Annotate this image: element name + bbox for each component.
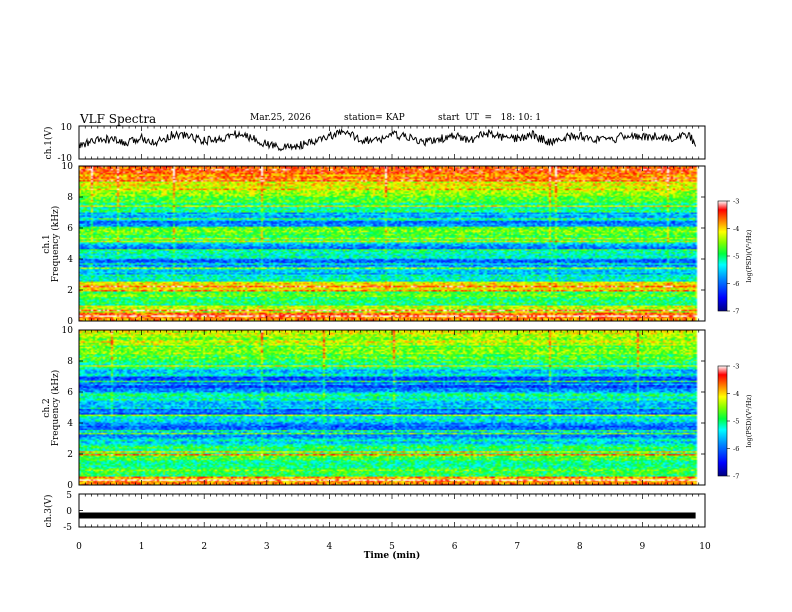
ch1-ytick-bottom: -10: [58, 154, 73, 164]
ch1-colorbar-label: log(PSD)(V²/Hz): [745, 229, 753, 282]
start-time-label: start UT = 18: 10: 1: [438, 113, 542, 123]
ch3-ytick-bottom: -5: [63, 523, 72, 533]
ch3-ytick-mid: 0: [66, 507, 72, 517]
freq-tick-label: 6: [67, 224, 73, 234]
freq-tick-label: 6: [67, 388, 73, 398]
ch3-ytick-top: 5: [66, 491, 72, 501]
ch3-ylabel: ch.3(V): [43, 495, 54, 528]
time-axis-tick-labels: 0 1 2 3 4 5 6 7 8 9 10: [76, 542, 711, 552]
time-tick-label: 3: [264, 542, 270, 552]
freq-tick-label: 8: [67, 193, 73, 203]
ch2-spectrogram-ylabel-channel: ch.2: [42, 398, 52, 417]
freq-tick-label: 0: [67, 317, 73, 327]
ch1-spectrogram-ylabel-channel: ch.1: [42, 234, 52, 253]
ch1-trace: [78, 125, 697, 160]
time-tick-label: 9: [640, 542, 646, 552]
colorbar-tick-label: -4: [733, 390, 739, 398]
colorbar-tick-label: -6: [733, 280, 739, 288]
date-label: Mar.25, 2026: [250, 113, 311, 123]
colorbar-tick-label: -4: [733, 225, 739, 233]
spectrogram-image: [79, 166, 705, 321]
time-tick-label: 8: [577, 542, 583, 552]
time-tick-label: 6: [452, 542, 458, 552]
ch3-frame: [78, 493, 706, 528]
time-axis-label: Time (min): [364, 550, 421, 561]
freq-tick-label: 0: [67, 481, 73, 491]
time-tick-label: 2: [201, 542, 207, 552]
time-tick-label: 1: [139, 542, 145, 552]
colorbar-tick-label: -5: [733, 418, 739, 426]
ch2-spectrogram-ylabel: Frequency (kHz): [50, 370, 61, 447]
colorbar-tick-label: -5: [733, 253, 739, 261]
ch2-colorbar: [717, 365, 728, 477]
freq-tick-label: 4: [67, 255, 73, 265]
ch2-colorbar-ticks: -3 -4 -5 -6 -7: [727, 363, 739, 481]
time-tick-label: 7: [514, 542, 520, 552]
ch3-panel: 5 0 -5 ch.3(V): [43, 491, 706, 533]
time-tick-label: 4: [327, 542, 333, 552]
ch2-spectrogram-yticks: 0 2 4 6 8 10: [62, 326, 705, 491]
time-tick-label: 5: [389, 542, 395, 552]
ch1-spectrogram: [79, 166, 705, 321]
time-axis-ticks: [78, 126, 706, 527]
ch1-colorbar: [717, 200, 728, 312]
ch1-ytick-top: 10: [61, 123, 73, 133]
colorbar-tick-label: -3: [733, 363, 739, 371]
station-label: station= KAP: [344, 113, 405, 123]
freq-tick-label: 10: [62, 326, 74, 336]
ch1-series-line: [78, 128, 697, 152]
freq-tick-label: 2: [67, 286, 73, 296]
ch1-panel: 10 -10 ch.1(V): [43, 123, 706, 164]
freq-tick-label: 8: [67, 357, 73, 367]
figure-title: VLF Spectra: [80, 112, 157, 126]
colorbar-tick-label: -6: [733, 445, 739, 453]
spectrogram-image: [79, 330, 705, 485]
time-tick-label: 0: [76, 542, 82, 552]
ch1-spectrogram-yticks: 0 2 4 6 8 10: [62, 162, 705, 327]
ch1-colorbar-ticks: -3 -4 -5 -6 -7: [727, 198, 739, 316]
time-tick-label: 10: [699, 542, 711, 552]
ch3-trace: [79, 493, 696, 528]
ch1-spectrogram-ylabel: Frequency (kHz): [50, 206, 61, 283]
colorbar-tick-label: -7: [733, 473, 739, 481]
colorbar-tick-label: -3: [733, 198, 739, 206]
colorbar-tick-label: -7: [733, 308, 739, 316]
freq-tick-label: 4: [67, 419, 73, 429]
freq-tick-label: 10: [62, 162, 74, 172]
ch1-ylabel: ch.1(V): [43, 127, 54, 160]
ch2-colorbar-label: log(PSD)(V²/Hz): [745, 394, 753, 447]
freq-tick-label: 2: [67, 450, 73, 460]
ch2-spectrogram: [79, 330, 705, 485]
